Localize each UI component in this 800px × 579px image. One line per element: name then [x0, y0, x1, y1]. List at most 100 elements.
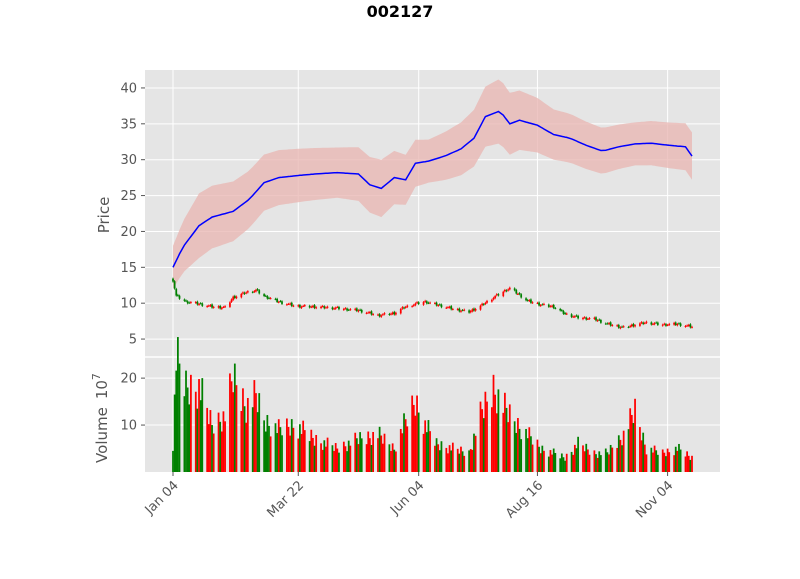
candle-body: [359, 309, 361, 311]
volume-bars: [172, 337, 693, 472]
volume-bar: [525, 428, 527, 472]
candle-body: [380, 315, 383, 317]
candle-body: [406, 305, 409, 307]
volume-bar: [513, 421, 516, 472]
candle-body: [564, 313, 566, 315]
price-y-tick-label: 5: [129, 333, 137, 348]
candle-body: [463, 309, 466, 311]
volume-bar: [450, 450, 453, 472]
volume-bar: [679, 449, 682, 472]
volume-bar: [355, 438, 358, 472]
candle-body: [233, 295, 236, 299]
volume-bar: [427, 420, 430, 472]
candle-body: [482, 304, 485, 306]
volume-bar: [494, 394, 497, 472]
volume-bar: [674, 446, 677, 472]
candle-body: [650, 322, 653, 325]
volume-bar: [194, 391, 197, 472]
volume-bar: [634, 398, 636, 472]
volume-bar: [630, 414, 633, 472]
volume-bar: [344, 446, 347, 472]
candle-body: [198, 303, 200, 305]
volume-bar: [551, 454, 553, 472]
volume-bar: [640, 440, 643, 472]
volume-bar: [251, 407, 254, 472]
volume-bar: [186, 387, 189, 472]
candle-body: [411, 306, 414, 308]
candle-body: [355, 308, 358, 312]
candle-body: [256, 289, 259, 291]
candle-body: [312, 305, 314, 308]
volume-bar: [604, 448, 607, 472]
volume-bar: [616, 447, 619, 472]
volume-bar: [517, 418, 519, 472]
volume-bar: [207, 424, 210, 472]
candle-body: [562, 310, 565, 314]
volume-bar: [691, 455, 693, 472]
price-y-tick-label: 30: [120, 153, 137, 168]
volume-bar: [411, 395, 414, 472]
volume-bar: [321, 449, 324, 472]
volume-bar: [256, 412, 259, 472]
volume-bar: [347, 440, 350, 472]
volume-y-ticks: 10 20: [120, 372, 145, 434]
candle-body: [190, 302, 192, 304]
volume-bar: [292, 427, 295, 472]
candle-body: [417, 302, 420, 305]
volume-bar: [668, 452, 671, 472]
volume-bar: [390, 450, 392, 472]
volume-y-axis-label: Volume 107: [90, 373, 111, 463]
candle-body: [255, 289, 257, 292]
volume-bar: [507, 422, 510, 472]
volume-bar: [173, 394, 176, 472]
candle-body: [360, 309, 363, 313]
candle-body: [627, 327, 630, 329]
volume-bar: [689, 459, 692, 472]
candle-body: [668, 323, 671, 325]
candle-body: [326, 306, 329, 308]
volume-bar: [360, 438, 363, 472]
volume-bar: [652, 452, 654, 472]
volume-bar: [471, 449, 474, 472]
volume-bar: [448, 445, 451, 472]
candle-body: [643, 322, 646, 324]
volume-bar: [437, 444, 440, 472]
volume-bar: [479, 401, 482, 472]
candle-body: [437, 305, 440, 307]
volume-bar: [342, 441, 345, 472]
candle-body: [656, 322, 659, 325]
candle-body: [632, 323, 635, 327]
candle-body: [456, 308, 459, 310]
candle-body: [232, 296, 235, 300]
volume-bar: [224, 421, 226, 472]
candle-body: [194, 302, 197, 304]
candle-body: [323, 306, 326, 309]
volume-bar: [422, 433, 425, 472]
candle-body: [634, 325, 636, 327]
candle-body: [302, 305, 305, 307]
volume-bar: [440, 441, 443, 472]
candle-body: [598, 319, 601, 321]
candle-body: [377, 314, 379, 316]
price-y-tick-label: 15: [120, 261, 137, 276]
candle-body: [460, 310, 462, 312]
candle-body: [242, 292, 244, 294]
volume-bar: [274, 423, 277, 472]
moving-average-line: [172, 110, 693, 268]
candle-body: [245, 292, 248, 294]
candle-body: [279, 301, 282, 303]
volume-bar: [235, 385, 238, 472]
volume-bar: [608, 454, 610, 472]
candle-body: [609, 322, 612, 326]
price-moving-average: [172, 110, 693, 268]
volume-bar: [308, 441, 311, 472]
candle-body: [395, 312, 397, 315]
candle-body: [450, 306, 453, 310]
volume-bar: [269, 436, 272, 472]
candle-body: [217, 306, 220, 308]
volume-bar: [333, 450, 335, 472]
candle-body: [424, 300, 427, 302]
candle-body: [481, 303, 484, 306]
volume-bar: [359, 432, 361, 472]
candle-body: [365, 312, 368, 314]
